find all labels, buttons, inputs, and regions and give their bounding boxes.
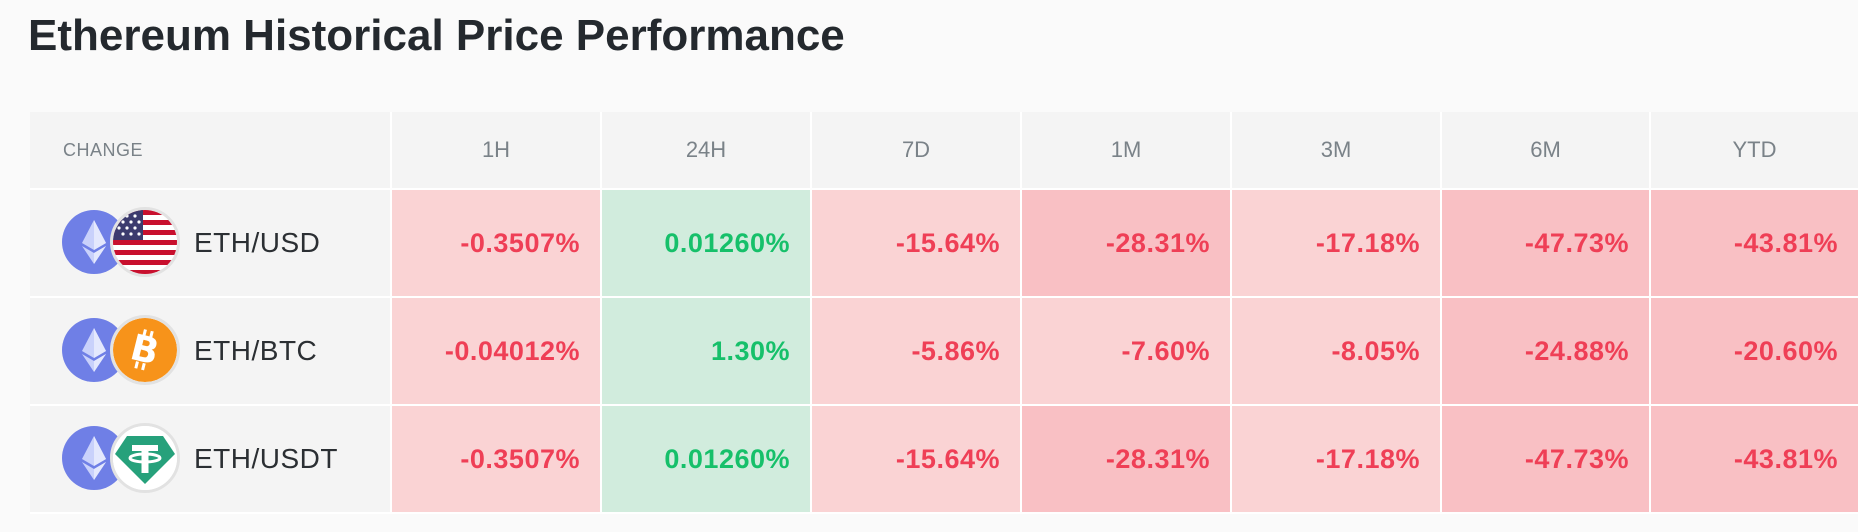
change-ytd: -43.81% bbox=[1649, 190, 1858, 298]
change-1h: -0.04012% bbox=[390, 298, 600, 406]
pair-cell: ETH/USD bbox=[30, 190, 390, 298]
column-header-1h: 1H bbox=[390, 112, 600, 190]
column-header-6m: 6M bbox=[1440, 112, 1649, 190]
pair-label: ETH/BTC bbox=[194, 335, 318, 366]
table-header-row: CHANGE 1H 24H 7D 1M 3M 6M YTD bbox=[30, 112, 1858, 190]
table-row: ETH/USD -0.3507% 0.01260% -15.64% -28.31… bbox=[30, 190, 1858, 298]
change-6m: -24.88% bbox=[1440, 298, 1649, 406]
column-header-1m: 1M bbox=[1020, 112, 1230, 190]
change-1m: -28.31% bbox=[1020, 190, 1230, 298]
change-7d: -15.64% bbox=[810, 190, 1020, 298]
table-row: ETH/USDT -0.3507% 0.01260% -15.64% -28.3… bbox=[30, 406, 1858, 514]
change-6m: -47.73% bbox=[1440, 190, 1649, 298]
column-header-change: CHANGE bbox=[30, 112, 390, 190]
column-header-ytd: YTD bbox=[1649, 112, 1858, 190]
tether-icon bbox=[110, 423, 180, 493]
pair-label: ETH/USDT bbox=[194, 443, 338, 474]
change-7d: -5.86% bbox=[810, 298, 1020, 406]
change-6m: -47.73% bbox=[1440, 406, 1649, 514]
change-1h: -0.3507% bbox=[390, 190, 600, 298]
bitcoin-icon: B bbox=[110, 315, 180, 385]
column-header-7d: 7D bbox=[810, 112, 1020, 190]
change-3m: -17.18% bbox=[1230, 406, 1440, 514]
column-header-3m: 3M bbox=[1230, 112, 1440, 190]
pair-cell: ETH/USDT bbox=[30, 406, 390, 514]
change-1m: -28.31% bbox=[1020, 406, 1230, 514]
column-header-24h: 24H bbox=[600, 112, 810, 190]
pair-label: ETH/USD bbox=[194, 227, 321, 258]
change-24h: 0.01260% bbox=[600, 190, 810, 298]
change-1h: -0.3507% bbox=[390, 406, 600, 514]
change-24h: 0.01260% bbox=[600, 406, 810, 514]
change-1m: -7.60% bbox=[1020, 298, 1230, 406]
page-title: Ethereum Historical Price Performance bbox=[28, 11, 845, 60]
us-flag-icon bbox=[110, 207, 180, 277]
change-24h: 1.30% bbox=[600, 298, 810, 406]
change-ytd: -20.60% bbox=[1649, 298, 1858, 406]
change-3m: -8.05% bbox=[1230, 298, 1440, 406]
change-7d: -15.64% bbox=[810, 406, 1020, 514]
change-3m: -17.18% bbox=[1230, 190, 1440, 298]
pair-cell: B ETH/BTC bbox=[30, 298, 390, 406]
change-ytd: -43.81% bbox=[1649, 406, 1858, 514]
table-row: B ETH/BTC -0.04012% 1.30% bbox=[30, 298, 1858, 406]
price-performance-table: CHANGE 1H 24H 7D 1M 3M 6M YTD bbox=[30, 112, 1858, 514]
